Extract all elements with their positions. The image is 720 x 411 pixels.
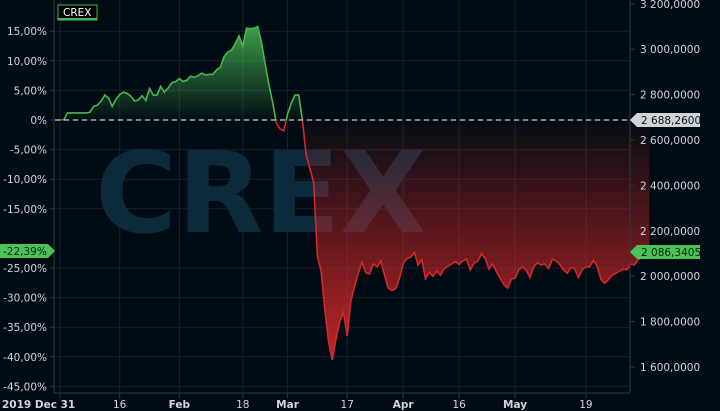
legend[interactable]: CREX (57, 4, 98, 21)
left-tick-label-11: -45,00% (3, 381, 47, 393)
x-tick-label-1: 16 (113, 399, 127, 411)
right-tick-label-6: 2 000,0000 (640, 271, 700, 283)
left-tick-label-8: -30,00% (3, 293, 47, 305)
left-tick-label-0: 15,00% (7, 26, 47, 38)
baseline-price-text: 2 688,2600 (641, 115, 701, 127)
x-tick-label-4: Mar (276, 399, 300, 411)
baseline-price-tag (630, 113, 700, 127)
left-tick-label-4: -5,00% (10, 145, 47, 157)
left-tick-label-2: 5,00% (14, 85, 47, 97)
negative-area-fill (60, 120, 650, 360)
current-price-tag (630, 245, 700, 259)
x-tick-label-3: 18 (236, 399, 249, 411)
current-pct-tag (0, 244, 55, 258)
right-tick-label-1: 3 000,0000 (640, 44, 700, 56)
baseline-price-label: 2 688,2600 (630, 113, 701, 127)
current-price-label: 2 086,3405 (630, 245, 701, 259)
positive-series-line (60, 25, 304, 120)
x-tick-label-8: May (503, 399, 527, 411)
current-pct-label: -22,39% (0, 244, 55, 258)
right-axis-ticks: 3 200,0000 3 000,0000 2 800,0000 2 600,0000… (630, 0, 700, 374)
left-axis-ticks: 15,00% 10,00% 5,00% 0% -5,00% -10,00% -15,00% -… (3, 26, 54, 393)
x-axis-ticks: 2019 Dec 31 16 Feb 18 Mar 17 Apr 16 May 19 (2, 393, 593, 411)
right-tick-label-4: 2 400,0000 (640, 180, 700, 192)
x-tick-label-6: Apr (393, 399, 415, 411)
negative-series-line (60, 120, 650, 360)
positive-area-fill (60, 26, 650, 120)
right-tick-label-8: 1 600,0000 (640, 362, 700, 374)
legend-label: CREX (63, 7, 91, 19)
left-tick-label-7: -25,00% (3, 263, 47, 275)
current-price-text: 2 086,3405 (641, 247, 701, 259)
right-tick-label-2: 2 800,0000 (640, 90, 700, 102)
left-tick-label-9: -35,00% (3, 322, 47, 334)
right-tick-label-0: 3 200,0000 (640, 0, 700, 11)
left-tick-label-1: 10,00% (7, 56, 47, 68)
right-tick-label-7: 1 800,0000 (640, 317, 700, 329)
left-tick-label-10: -40,00% (3, 352, 47, 364)
left-tick-label-6: -15,00% (3, 204, 47, 216)
right-tick-label-3: 2 600,0000 (640, 135, 700, 147)
legend-swatch (58, 18, 97, 20)
x-tick-label-7: 16 (452, 399, 466, 411)
right-tick-label-5: 2 200,0000 (640, 226, 700, 238)
x-tick-label-0: 2019 Dec 31 (2, 399, 75, 411)
current-pct-text: -22,39% (3, 246, 47, 258)
x-tick-label-9: 19 (579, 399, 592, 411)
x-tick-label-2: Feb (169, 399, 191, 411)
left-tick-label-3: 0% (30, 115, 47, 127)
left-tick-label-5: -10,00% (3, 174, 47, 186)
x-tick-label-5: 17 (341, 399, 354, 411)
